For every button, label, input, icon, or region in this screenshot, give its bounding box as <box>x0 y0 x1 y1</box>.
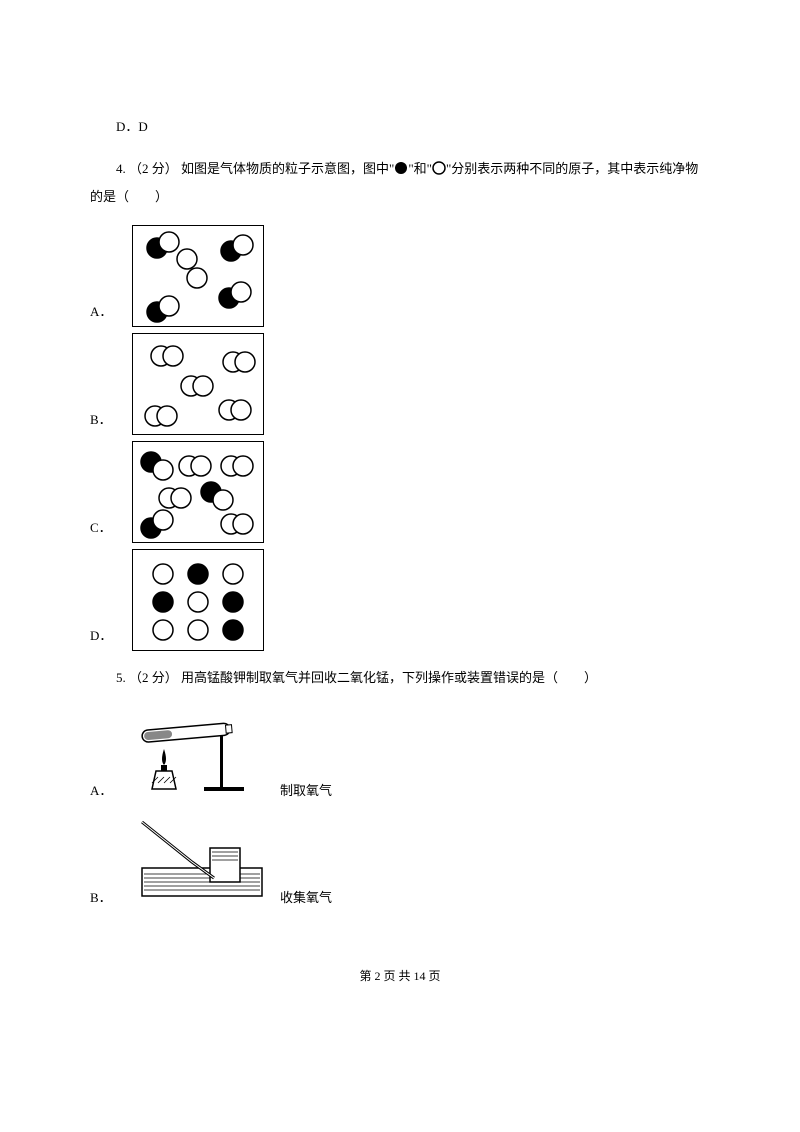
q5-points: （2 分） <box>129 670 178 685</box>
option-caption: 制取氧气 <box>280 777 332 806</box>
solid-atom-icon <box>394 161 408 175</box>
particle-diagram-a <box>132 225 264 327</box>
option-letter: A． <box>90 777 124 806</box>
option-letter: C． <box>90 514 124 543</box>
q4-points: （2 分） <box>129 161 178 176</box>
q5-stem: 用高锰酸钾制取氧气并回收二氧化锰，下列操作或装置错误的是（ ） <box>181 670 597 685</box>
q4-option-a: A． <box>90 225 710 327</box>
particle-diagram-c <box>132 441 264 543</box>
apparatus-heating-diagram <box>132 705 272 806</box>
q4-stem-mid: "和" <box>408 161 432 176</box>
q4-stem-before: 如图是气体物质的粒子示意图，图中" <box>181 161 394 176</box>
q4-option-d: D． <box>90 549 710 651</box>
q4-number: 4. <box>116 161 126 176</box>
option-letter: B． <box>90 406 124 435</box>
q4-option-b: B． <box>90 333 710 435</box>
q5-number: 5. <box>116 670 126 685</box>
particle-diagram-b <box>132 333 264 435</box>
hollow-atom-icon <box>432 161 446 175</box>
option-letter: D． <box>90 622 124 651</box>
previous-option-d: D．D <box>90 113 710 142</box>
question-4: 4. （2 分） 如图是气体物质的粒子示意图，图中""和""分别表示两种不同的原… <box>90 155 710 212</box>
apparatus-water-collection-diagram <box>132 812 272 913</box>
particle-diagram-d <box>132 549 264 651</box>
question-5: 5. （2 分） 用高锰酸钾制取氧气并回收二氧化锰，下列操作或装置错误的是（ ） <box>90 664 710 693</box>
option-letter: A． <box>90 298 124 327</box>
q5-option-b: B． <box>90 812 710 913</box>
page-footer: 第 2 页 共 14 页 <box>90 963 710 989</box>
option-caption: 收集氧气 <box>280 884 332 913</box>
q5-option-a: A． <box>90 705 710 806</box>
option-letter: B． <box>90 884 124 913</box>
q4-option-c: C． <box>90 441 710 543</box>
